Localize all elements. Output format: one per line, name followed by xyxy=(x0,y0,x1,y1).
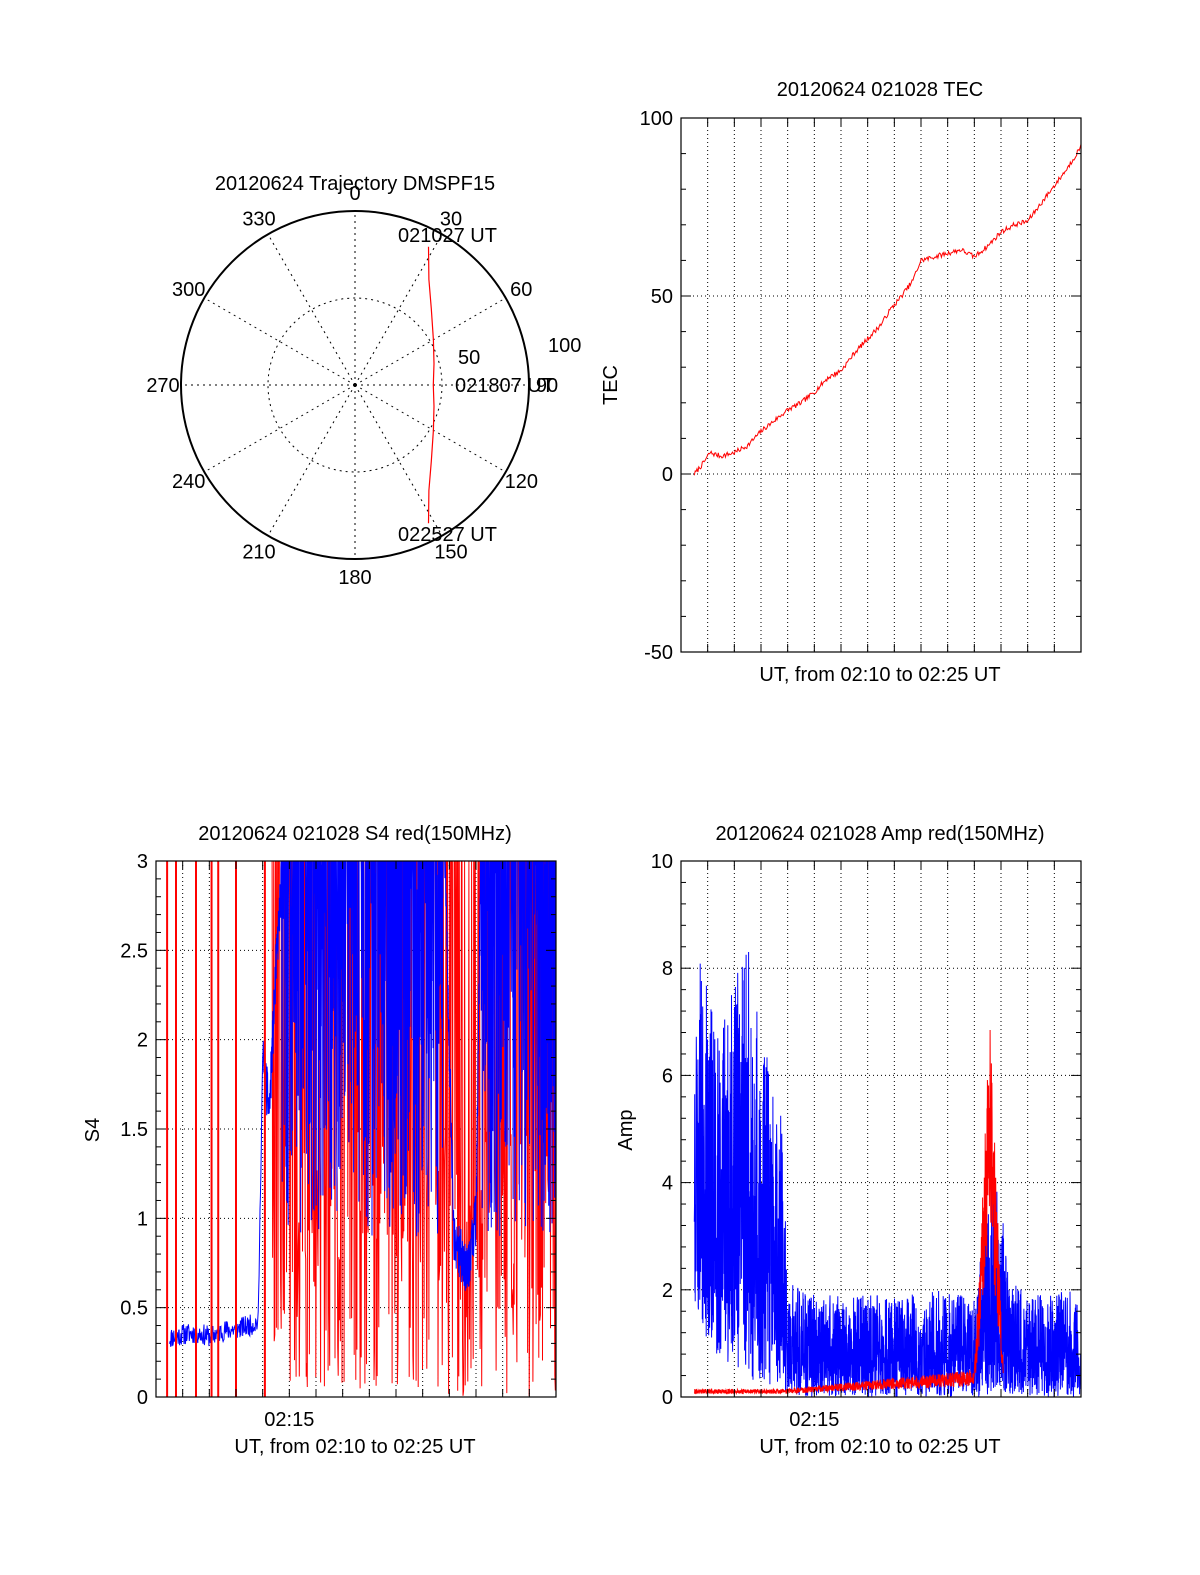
s4-title: 20120624 021028 S4 red(150MHz) xyxy=(198,823,512,845)
s4-ytick-label: 2.5 xyxy=(120,940,148,962)
angle-label-90: 90 xyxy=(536,375,558,397)
amp-ytick-label: 6 xyxy=(662,1065,673,1087)
amp-xlabel: UT, from 02:10 to 02:25 UT xyxy=(759,1436,1000,1458)
angle-label-270: 270 xyxy=(146,375,179,397)
trajectory-line-0 xyxy=(427,246,435,524)
tec-ylabel: TEC xyxy=(600,365,622,405)
polar-spoke-210 xyxy=(267,384,356,536)
s4-xlabel: UT, from 02:10 to 02:25 UT xyxy=(234,1436,475,1458)
angle-label-210: 210 xyxy=(242,541,275,563)
angle-labels: 0 30 60 90 120 150 180 210 240 270 300 330 xyxy=(146,183,558,589)
tec-plot-area: 100 50 0 -50 xyxy=(640,108,1082,664)
annotation-end-time: 022527 UT xyxy=(398,524,497,546)
polar-grid xyxy=(181,211,529,559)
s4-ytick-label: 0 xyxy=(137,1387,148,1409)
s4-ytick-label: 2 xyxy=(137,1030,148,1052)
angle-label-330: 330 xyxy=(242,209,275,231)
angle-label-60: 60 xyxy=(510,279,532,301)
tec-title: 20120624 021028 TEC xyxy=(777,79,983,101)
amp-ytick-label: 0 xyxy=(662,1387,673,1409)
amp-grid xyxy=(681,861,1081,1397)
tec-grid xyxy=(681,118,1081,652)
annotation-mid-time: 021807 UT xyxy=(455,375,554,397)
trajectory-panel: 20120624 Trajectory DMSPF15 0 30 60 90 120 15… xyxy=(146,173,581,589)
amp-ytick-label: 10 xyxy=(651,851,673,873)
angle-label-180: 180 xyxy=(338,567,371,589)
s4-plot-area: 3 2.5 2 1.5 1 0.5 0 02:15 xyxy=(120,851,557,1431)
tec-panel: 20120624 021028 TEC UT, from 02:10 to 02… xyxy=(600,79,1082,686)
s4-ytick-label: 3 xyxy=(137,851,148,873)
tec-ytick-label: -50 xyxy=(644,642,673,664)
angle-label-30: 30 xyxy=(440,209,462,231)
polar-spoke-240 xyxy=(204,384,356,473)
angle-label-120: 120 xyxy=(505,471,538,493)
amp-frame xyxy=(680,860,1082,1398)
angle-label-300: 300 xyxy=(172,279,205,301)
s4-ylabel: S4 xyxy=(82,1118,104,1142)
angle-label-150: 150 xyxy=(434,541,467,563)
amp-panel: 20120624 021028 Amp red(150MHz) UT, from… xyxy=(615,823,1082,1458)
amp-xtick-label: 02:15 xyxy=(789,1409,839,1431)
tec-xlabel: UT, from 02:10 to 02:25 UT xyxy=(759,664,1000,686)
trajectory-series xyxy=(427,246,435,524)
trajectory-title: 20120624 Trajectory DMSPF15 xyxy=(215,173,495,195)
tec-ytick-label: 100 xyxy=(640,108,673,130)
s4-ytick-label: 1.5 xyxy=(120,1119,148,1141)
angle-label-0: 0 xyxy=(349,183,360,205)
tec-ytick-label: 50 xyxy=(651,286,673,308)
amp-plot-area: 10 8 6 4 2 0 02:15 xyxy=(651,851,1082,1431)
polar-spoke-120 xyxy=(354,384,506,473)
s4-ytick-label: 0.5 xyxy=(120,1298,148,1320)
amp-blue-series-line xyxy=(693,951,1082,1398)
amp-red-series-line xyxy=(693,1029,1004,1396)
amp-ylabel: Amp xyxy=(615,1109,637,1150)
radius-label-50: 50 xyxy=(458,347,480,369)
s4-ytick-label: 1 xyxy=(137,1208,148,1230)
annotation-start-time: 021027 UT xyxy=(398,225,497,247)
radius-label-100: 100 xyxy=(548,335,581,357)
polar-outer-ring xyxy=(180,210,530,560)
tec-frame xyxy=(680,117,1082,653)
polar-spoke-30 xyxy=(354,234,443,386)
polar-spoke-60 xyxy=(354,297,506,386)
s4-xtick-label: 02:15 xyxy=(264,1409,314,1431)
polar-spoke-330 xyxy=(267,234,356,386)
amp-ytick-label: 8 xyxy=(662,958,673,980)
amp-ytick-label: 4 xyxy=(662,1173,673,1195)
tec-series-line xyxy=(693,144,1082,476)
amp-ytick-label: 2 xyxy=(662,1280,673,1302)
amp-title: 20120624 021028 Amp red(150MHz) xyxy=(715,823,1044,845)
s4-panel: 20120624 021028 S4 red(150MHz) UT, from … xyxy=(82,823,557,1458)
polar-spoke-150 xyxy=(354,384,443,536)
polar-ring-50 xyxy=(267,297,443,473)
angle-label-240: 240 xyxy=(172,471,205,493)
polar-spoke-300 xyxy=(204,297,356,386)
tec-ytick-label: 0 xyxy=(662,464,673,486)
